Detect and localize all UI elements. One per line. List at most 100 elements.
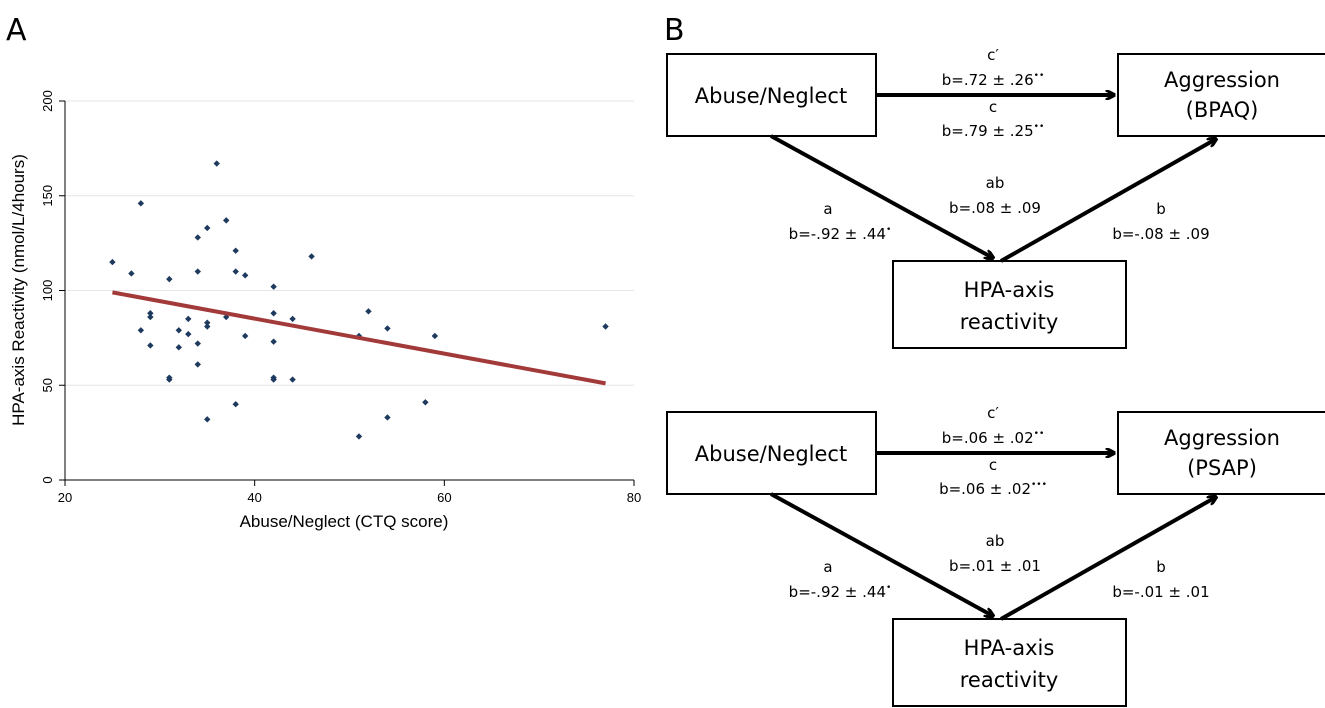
c-value: b=.79 ± .25••: [942, 122, 1045, 140]
data-point: [147, 313, 154, 321]
c-prime-label: c′: [987, 46, 999, 64]
data-point: [270, 310, 277, 317]
a-label: a: [823, 200, 832, 218]
a-value: b=-.92 ± .44•: [789, 583, 892, 601]
data-point: [194, 361, 201, 368]
outcome-box: [1117, 53, 1325, 137]
a-stars: •: [886, 583, 891, 593]
a-stars: •: [886, 225, 891, 235]
data-point: [241, 272, 249, 279]
a-label: a: [823, 558, 832, 576]
predictor-box: [666, 411, 877, 495]
y-tick-label: 150: [40, 185, 55, 207]
data-point: [166, 376, 173, 383]
b-path-arrow: [1000, 139, 1216, 263]
ab-value: b=.08 ± .09: [949, 199, 1041, 217]
axis-ticks: 0 50 100 150 200 20 40 60 80: [40, 90, 641, 505]
mediation-diagram-bpaq: Abuse/Neglect Aggression (BPAQ) HPA-axis…: [666, 46, 1325, 349]
data-point: [128, 270, 135, 277]
data-point: [204, 319, 211, 326]
a-path-arrow: [770, 134, 993, 258]
c-stars: •••: [1031, 480, 1047, 490]
data-point: [422, 399, 429, 406]
y-tick-label: 50: [40, 378, 55, 392]
data-point: [289, 315, 296, 323]
data-point: [204, 416, 211, 423]
mediator-box-label-line2: reactivity: [960, 668, 1059, 692]
c-label: c: [989, 98, 997, 116]
c-prime-label: c′: [987, 404, 999, 422]
regression-line: [112, 290, 606, 386]
data-point: [204, 323, 211, 330]
data-point: [185, 315, 192, 323]
data-point: [137, 200, 145, 207]
scatter-points: [109, 160, 609, 440]
mediator-box: [892, 618, 1127, 707]
data-point: [166, 275, 173, 283]
x-tick-label: 80: [627, 490, 641, 505]
c-prime-stars: ••: [1034, 429, 1045, 439]
y-tick-label: 200: [40, 90, 55, 112]
scatter-chart: 0 50 100 150 200 20 40 60 80 Abuse/Neglect (CTQ …: [9, 90, 641, 531]
data-point: [365, 308, 372, 315]
outcome-box: [1117, 411, 1325, 495]
data-point: [194, 234, 201, 241]
y-tick-label: 0: [40, 476, 55, 483]
x-axis-title: Abuse/Neglect (CTQ score): [240, 512, 449, 531]
x-tick-label: 60: [437, 490, 451, 505]
data-point: [147, 310, 154, 317]
data-point: [213, 160, 220, 167]
data-point: [602, 323, 609, 330]
outcome-box-label-line1: Aggression: [1164, 68, 1280, 92]
data-point: [223, 217, 230, 224]
b-label: b: [1156, 558, 1166, 576]
data-point: [137, 327, 145, 334]
c-label: c: [989, 456, 997, 474]
data-point: [431, 332, 439, 340]
data-point: [270, 338, 277, 345]
data-point: [384, 414, 391, 421]
a-path-arrow: [770, 492, 993, 616]
ab-label: ab: [986, 174, 1005, 192]
data-point: [289, 376, 296, 383]
predictor-box-label: Abuse/Neglect: [695, 84, 847, 108]
data-point: [175, 344, 182, 351]
panel-b-label: B: [664, 13, 685, 48]
ab-label: ab: [986, 532, 1005, 550]
mediator-box-label-line1: HPA-axis: [964, 278, 1055, 302]
predictor-box-label: Abuse/Neglect: [695, 442, 847, 466]
y-axis-title: HPA-axis Reactivity (nmol/L/4hours): [9, 154, 28, 426]
data-point: [232, 401, 239, 408]
mediator-box: [892, 260, 1127, 349]
outcome-box-label-line2: (BPAQ): [1186, 98, 1259, 122]
data-point: [232, 247, 239, 254]
outcome-box-label-line1: Aggression: [1164, 426, 1280, 450]
mediator-box-label-line1: HPA-axis: [964, 636, 1055, 660]
data-point: [270, 376, 277, 383]
c-value: b=.06 ± .02•••: [939, 480, 1047, 498]
data-point: [270, 283, 277, 290]
c-prime-value: b=.72 ± .26••: [942, 71, 1045, 89]
x-tick-label: 40: [247, 490, 261, 505]
ab-value: b=.01 ± .01: [949, 557, 1041, 575]
b-value: b=-.01 ± .01: [1112, 583, 1209, 601]
data-point: [355, 433, 363, 440]
data-point: [241, 332, 249, 340]
c-prime-stars: ••: [1034, 71, 1045, 81]
y-tick-label: 100: [40, 280, 55, 302]
data-point: [194, 340, 201, 347]
gridlines: [65, 100, 634, 386]
outcome-box-label-line2: (PSAP): [1187, 456, 1257, 480]
panel-a-label: A: [6, 13, 27, 48]
data-point: [308, 253, 315, 260]
mediation-diagram-psap: Abuse/Neglect Aggression (PSAP) HPA-axis…: [666, 404, 1325, 707]
data-point: [384, 325, 391, 332]
b-value: b=-.08 ± .09: [1112, 225, 1209, 243]
data-point: [147, 342, 154, 349]
c-prime-value: b=.06 ± .02••: [942, 429, 1045, 447]
b-path-arrow: [1000, 497, 1216, 621]
data-point: [204, 224, 211, 232]
data-point: [175, 327, 182, 334]
b-label: b: [1156, 200, 1166, 218]
